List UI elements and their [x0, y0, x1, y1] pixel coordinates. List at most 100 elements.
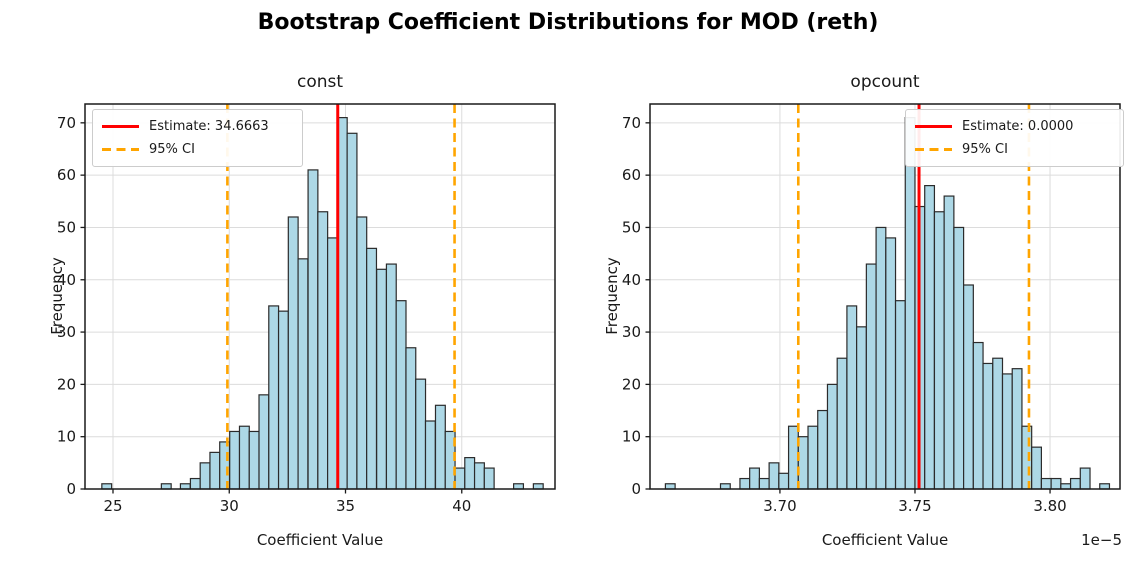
histogram-bar [1011, 368, 1023, 490]
y-tick-label: 10 [622, 428, 641, 446]
y-tick-label: 40 [622, 271, 641, 289]
histogram-bar [317, 211, 329, 490]
histogram-bar [787, 425, 799, 490]
x-axis-label-opcount: Coefficient Value [821, 531, 949, 549]
histogram-bar [405, 347, 417, 490]
legend-ci-label: 95% CI [962, 142, 1008, 157]
histogram-bar [1001, 373, 1013, 490]
histogram-bar [664, 483, 676, 490]
histogram-bar [424, 420, 436, 490]
ci-line-sample [102, 148, 139, 151]
histogram-bar [1079, 467, 1091, 490]
histogram-bar [1050, 477, 1062, 490]
x-axis-label-const: Coefficient Value [256, 531, 384, 549]
histogram-bar [963, 284, 974, 490]
histogram-bar [189, 477, 201, 490]
legend-estimate-label: Estimate: 34.6663 [149, 119, 269, 134]
histogram-bar [434, 404, 446, 490]
histogram-bar [865, 263, 877, 490]
histogram-bar [258, 394, 270, 490]
histogram-bar [464, 457, 476, 490]
histogram-bar [1069, 477, 1081, 490]
histogram-bar [513, 483, 525, 490]
histogram-bar [415, 378, 427, 490]
histogram-bar [454, 467, 466, 490]
histogram-bar [297, 258, 309, 490]
histogram-bar [739, 477, 751, 490]
histogram-bar [807, 425, 819, 490]
y-tick-label: 70 [57, 114, 76, 132]
histogram-bar [327, 237, 339, 490]
legend-item-ci: 95% CI [915, 138, 1113, 161]
histogram-bar [209, 451, 221, 490]
histogram-bar [248, 430, 260, 490]
histogram-bar [199, 462, 211, 490]
x-tick-label: 40 [452, 497, 471, 515]
x-axis: 3.70 3.75 3.80 [763, 489, 1067, 515]
histogram-bar [287, 216, 299, 490]
histogram-bar [778, 472, 790, 490]
histogram-bar [885, 237, 897, 490]
subplot-title-opcount: opcount [850, 72, 920, 92]
histogram-bar [1060, 483, 1072, 490]
histogram-bar [483, 467, 495, 490]
y-tick-label: 0 [631, 480, 641, 498]
histogram-bar [160, 483, 172, 490]
histogram-bar [894, 300, 906, 490]
y-tick-label: 0 [66, 480, 76, 498]
histogram-bar [817, 409, 829, 490]
legend-estimate-label: Estimate: 0.0000 [962, 119, 1074, 134]
x-tick-label: 35 [336, 497, 355, 515]
histogram-bar [933, 211, 945, 490]
y-tick-label: 50 [57, 218, 76, 236]
histogram-bar [238, 425, 250, 490]
x-axis-offset-label: 1e−5 [1081, 531, 1122, 549]
histogram-bar [719, 483, 731, 490]
ci-line-sample [915, 148, 952, 151]
axes-frame [649, 103, 1121, 490]
y-tick-label: 60 [622, 166, 641, 184]
histogram-bar [356, 216, 368, 490]
histogram-bar [992, 357, 1004, 490]
histogram-bar [768, 462, 780, 490]
x-tick-label: 30 [220, 497, 239, 515]
histogram-bar [836, 357, 848, 490]
y-axis-label-const: Frequency [48, 257, 66, 335]
figure-title: Bootstrap Coefficient Distributions for … [257, 10, 879, 35]
histogram-bar [943, 195, 955, 490]
y-axis-label-opcount: Frequency [603, 257, 621, 335]
histogram-bar [846, 305, 858, 490]
histogram-bar [366, 247, 378, 490]
histogram-bar [982, 362, 994, 490]
legend-item-ci: 95% CI [102, 138, 292, 161]
x-tick-label: 25 [103, 497, 122, 515]
histogram-bar [101, 483, 113, 490]
bars-group [664, 117, 1111, 490]
histogram-bar [385, 263, 397, 490]
subplot-title-const: const [296, 72, 344, 92]
y-tick-label: 60 [57, 166, 76, 184]
histogram-bar [473, 462, 485, 490]
histogram-bar [1040, 477, 1052, 490]
y-tick-label: 70 [622, 114, 641, 132]
y-axis: 0 10 20 30 40 50 60 70 [57, 114, 85, 498]
histogram-bar [1099, 483, 1111, 490]
y-tick-label: 50 [622, 218, 641, 236]
histogram-bar [179, 483, 191, 490]
y-tick-label: 10 [57, 428, 76, 446]
histogram-bar [797, 436, 809, 490]
histogram-bar [758, 477, 770, 490]
histogram-bar [532, 483, 544, 490]
histogram-bar [826, 383, 838, 490]
subplot-opcount: 3.70 3.75 3.80 0 10 20 30 40 50 60 70 [622, 103, 1121, 515]
histogram-bar [749, 467, 760, 490]
histogram-bar [972, 341, 984, 490]
y-tick-label: 20 [57, 375, 76, 393]
histogram-bar [875, 226, 887, 490]
histogram-bar [376, 268, 388, 490]
histogram-bar [229, 430, 241, 490]
histogram-bar [1031, 446, 1042, 490]
histogram-bar [307, 169, 319, 490]
legend-ci-label: 95% CI [149, 142, 195, 157]
